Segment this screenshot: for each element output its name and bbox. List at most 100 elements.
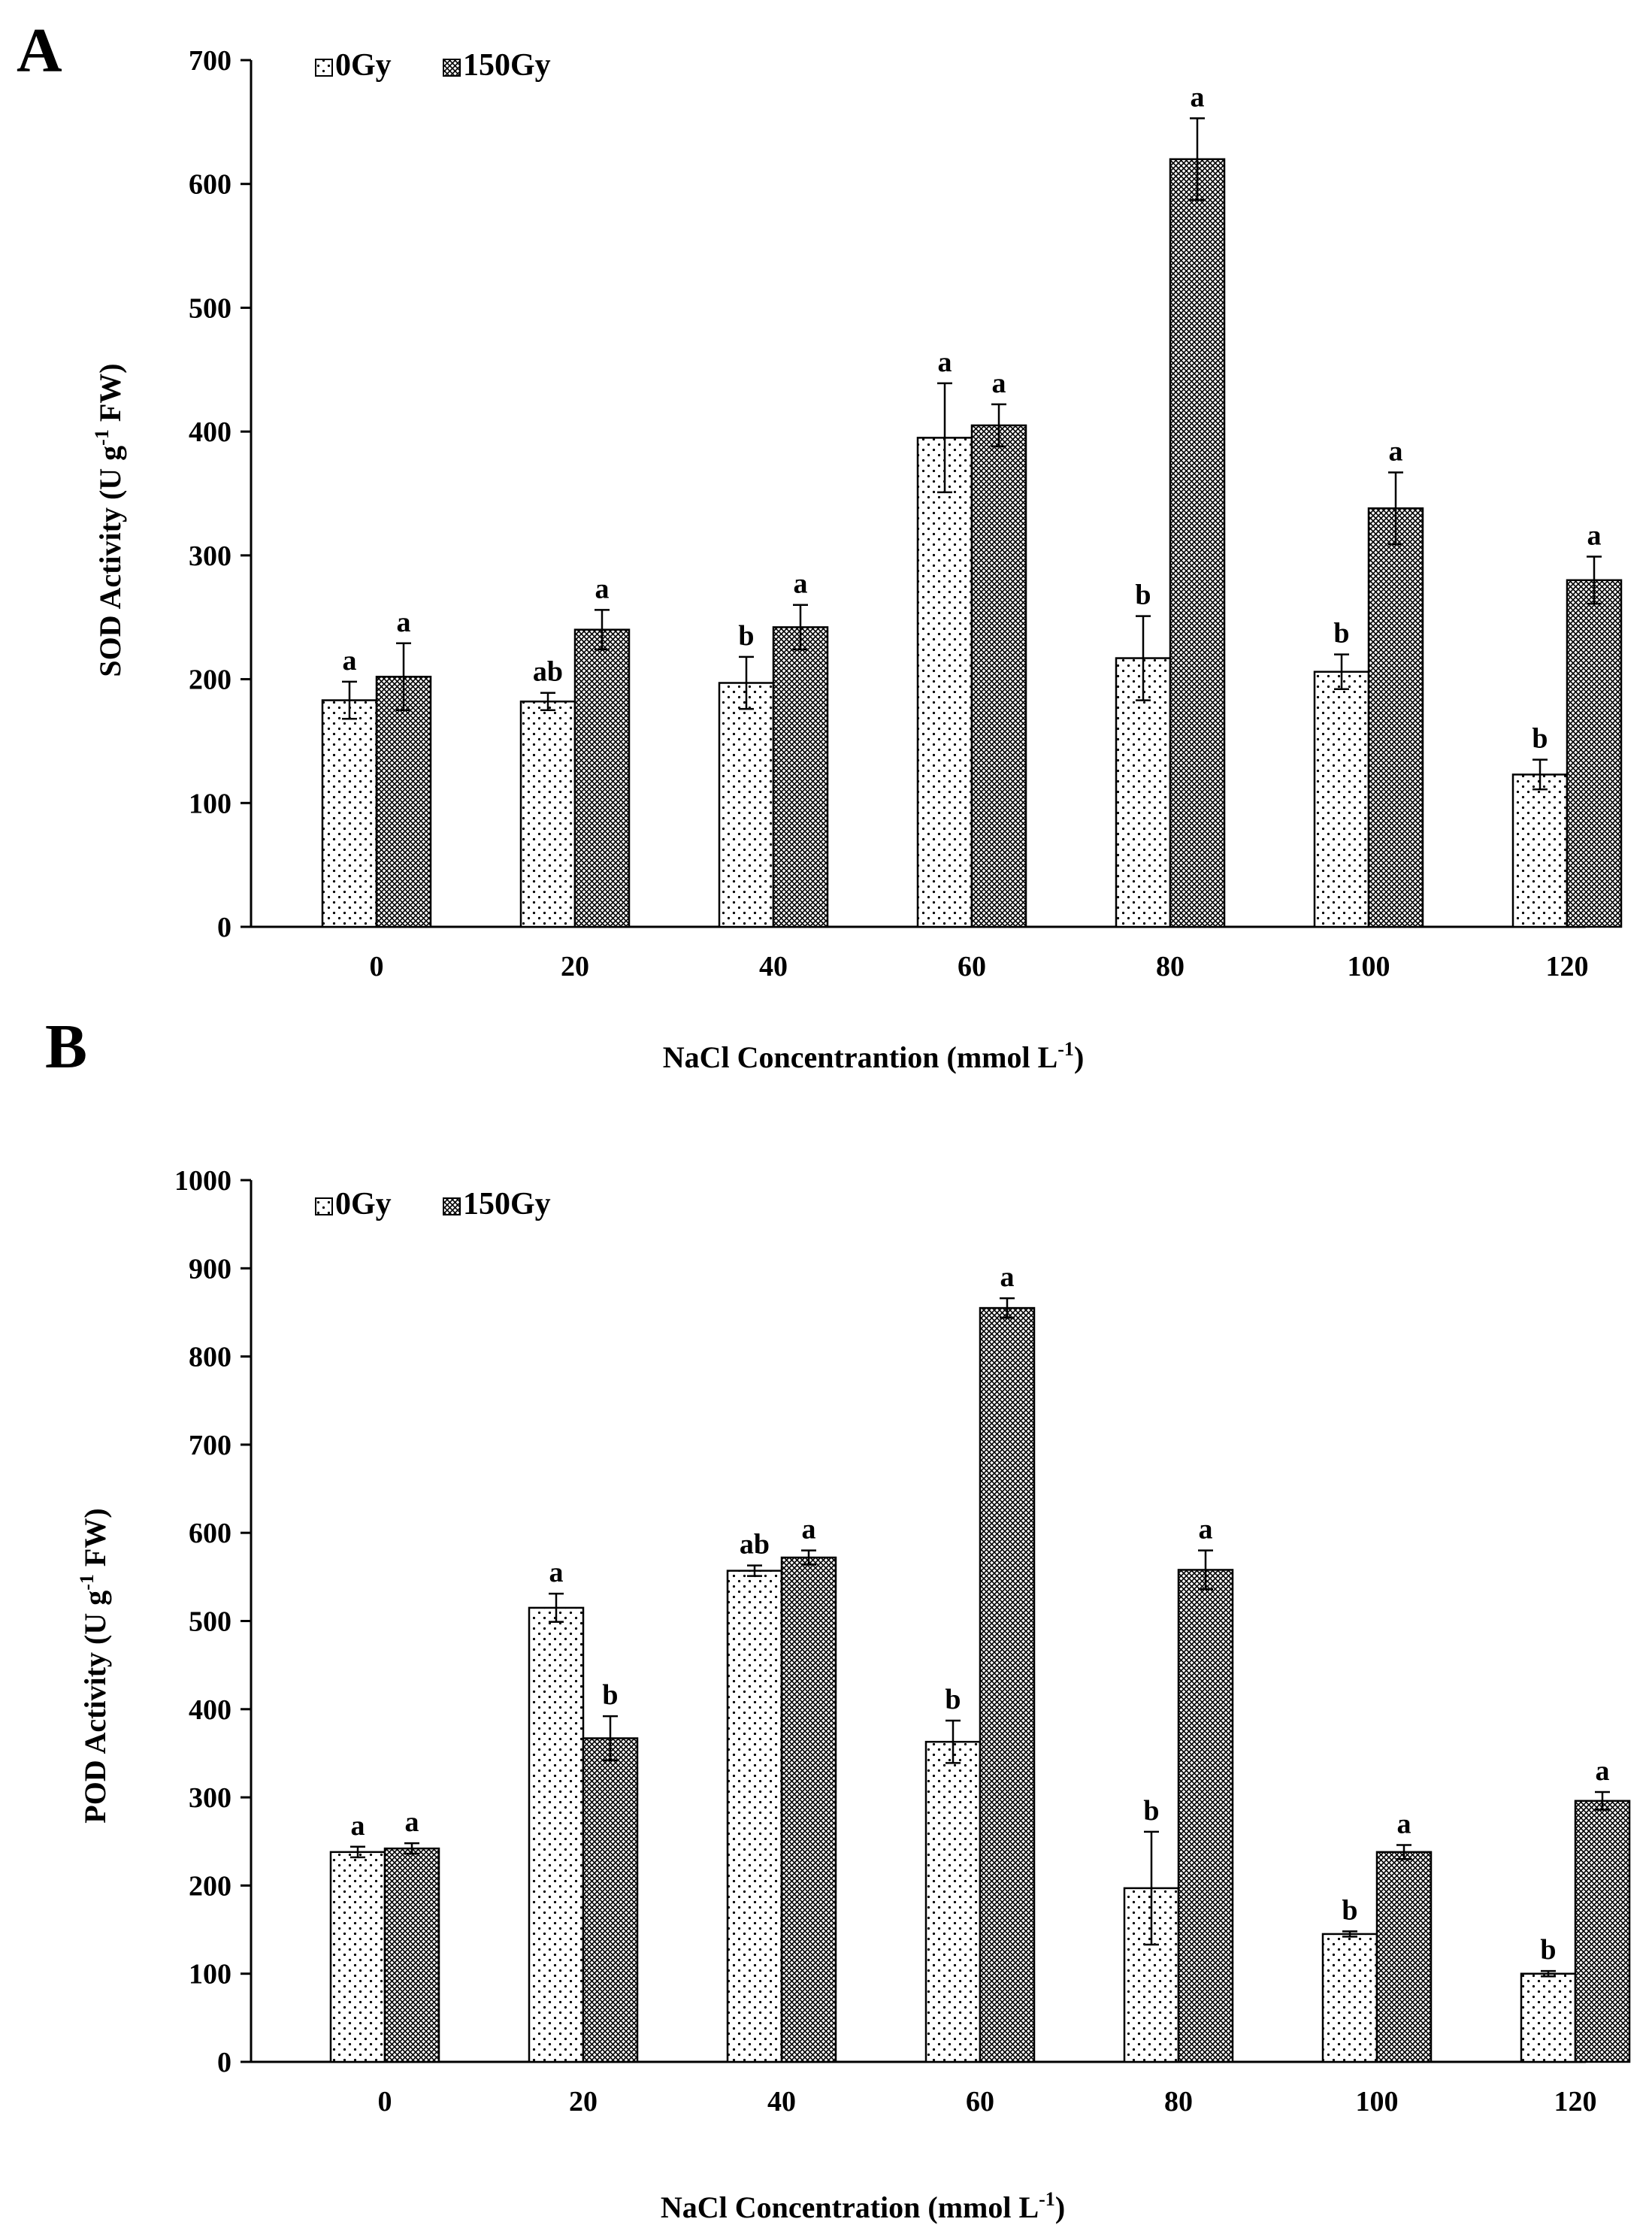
panel-b-bar-0gy-60	[924, 1740, 982, 2063]
panel-a-significance-label: a	[595, 573, 610, 604]
panel-a-y-tick-label: 400	[189, 416, 231, 448]
panel-a-y-tick-label: 700	[189, 45, 231, 77]
panel-b-y-tick-label: 1000	[174, 1165, 231, 1197]
panel-b-y-tick-label: 600	[189, 1518, 231, 1549]
panel-a-bar-150gy-0	[375, 676, 432, 928]
panel-a-significance-label: b	[1333, 618, 1349, 649]
panel-b-bar-0gy-100	[1321, 1933, 1378, 2063]
panel-letter-a: A	[17, 16, 62, 86]
panel-a-y-tick-label: 600	[189, 169, 231, 201]
panel-b-significance-label: b	[945, 1684, 961, 1715]
panel-a-y-tick-label: 0	[217, 912, 231, 943]
panel-b-significance-label: a	[549, 1557, 564, 1588]
panel-a-y-tick-label: 200	[189, 664, 231, 696]
panel-a-y-axis-title: SOD Activity (U g-1 FW)	[91, 363, 127, 677]
panel-b-significance-label: a	[1596, 1755, 1610, 1787]
panel-b-bar-150gy-120	[1574, 1800, 1631, 2063]
panel-a-bar-0gy-0	[321, 699, 378, 928]
panel-a-bar-150gy-40	[772, 626, 829, 928]
panel-a-x-tick-label: 80	[1156, 951, 1185, 982]
panel-b-bar-0gy-120	[1520, 1972, 1577, 2063]
panel-b-significance-label: b	[1342, 1894, 1357, 1926]
panel-b-legend-label: 150Gy	[463, 1187, 551, 1221]
panel-a-bar-0gy-120	[1511, 773, 1569, 928]
panel-a-x-tick-label: 60	[958, 951, 986, 982]
panel-b-x-tick-label: 0	[378, 2086, 392, 2117]
panel-b-significance-label: b	[602, 1679, 618, 1711]
panel-a-legend-label: 150Gy	[463, 48, 551, 83]
panel-b-significance-label: a	[351, 1810, 365, 1842]
panel-a-significance-label: ab	[533, 656, 563, 688]
panel-a-significance-label: a	[1389, 435, 1403, 467]
panel-b-bar-0gy-40	[726, 1570, 783, 2063]
panel-a-significance-label: a	[992, 368, 1006, 399]
panel-b-bar-150gy-40	[780, 1556, 837, 2063]
panel-b-y-axis-title: POD Activity (U g-1 FW)	[76, 1508, 112, 1823]
panel-b-significance-label: b	[1540, 1934, 1556, 1966]
panel-b-y-tick-label: 700	[189, 1430, 231, 1461]
panel-a-x-tick-label: 100	[1348, 951, 1390, 982]
panel-a-x-tick-label: 40	[759, 951, 788, 982]
panel-a-bar-0gy-100	[1313, 671, 1370, 928]
panel-a-bar-150gy-120	[1566, 579, 1623, 928]
panel-a-significance-label: b	[1532, 723, 1548, 755]
panel-b-significance-label: b	[1143, 1795, 1159, 1827]
panel-a-bar-0gy-60	[916, 437, 973, 928]
panel-b-significance-label: ab	[740, 1529, 770, 1560]
panel-a-sod-chart: A 0100200300400500600700aa0aba20ba40aa60…	[17, 16, 1623, 1074]
panel-a-significance-label: a	[1587, 520, 1602, 552]
panel-b-x-tick-label: 20	[569, 2086, 598, 2117]
panel-b-y-tick-label: 800	[189, 1342, 231, 1373]
panel-a-significance-label: a	[794, 568, 808, 600]
panel-a-y-tick-label: 500	[189, 292, 231, 324]
panel-b-y-tick-label: 0	[217, 2047, 231, 2078]
panel-b-bar-0gy-0	[329, 1851, 386, 2063]
panel-a-bar-150gy-20	[573, 628, 631, 928]
panel-a-bar-0gy-20	[519, 700, 576, 928]
panel-a-bar-150gy-60	[970, 424, 1027, 928]
panel-a-significance-label: a	[938, 347, 952, 378]
panel-a-legend-swatch	[315, 59, 333, 77]
panel-b-y-tick-label: 200	[189, 1870, 231, 1902]
panel-b-y-tick-label: 400	[189, 1694, 231, 1726]
panel-b-x-tick-label: 40	[767, 2086, 796, 2117]
panel-b-bar-150gy-20	[582, 1737, 639, 2063]
panel-a-significance-label: a	[343, 645, 357, 677]
panel-a-significance-label: b	[1135, 580, 1151, 611]
panel-b-y-tick-label: 900	[189, 1253, 231, 1285]
panel-b-x-tick-label: 80	[1164, 2086, 1193, 2117]
panel-a-bar-150gy-80	[1169, 158, 1226, 928]
panel-a-x-axis-title: NaCl Concentrantion (mmol L-1)	[663, 1038, 1085, 1074]
panel-a-y-tick-label: 300	[189, 540, 231, 572]
panel-b-bar-150gy-80	[1177, 1569, 1234, 2063]
panel-a-legend-swatch	[443, 59, 461, 77]
panel-b-legend-swatch	[443, 1197, 461, 1215]
panel-b-significance-label: a	[1199, 1514, 1213, 1545]
panel-a-x-tick-label: 120	[1546, 951, 1589, 982]
panel-b-legend-label: 0Gy	[335, 1187, 392, 1221]
panel-b-x-axis-title: NaCl Concentration (mmol L-1)	[661, 2188, 1065, 2224]
panel-a-legend-label: 0Gy	[335, 48, 392, 83]
panel-b-significance-label: a	[405, 1806, 419, 1838]
panel-letter-b: B	[45, 1012, 87, 1082]
panel-a-y-tick-label: 100	[189, 788, 231, 819]
panel-a-bar-0gy-40	[718, 682, 775, 928]
panel-b-legend-swatch	[315, 1197, 333, 1215]
panel-b-y-tick-label: 500	[189, 1606, 231, 1638]
panel-a-plot: 0100200300400500600700aa0aba20ba40aa60ba…	[189, 45, 1623, 982]
panel-b-x-tick-label: 100	[1356, 2086, 1399, 2117]
panel-b-x-tick-label: 120	[1554, 2086, 1597, 2117]
panel-a-bar-150gy-100	[1367, 507, 1424, 928]
panel-a-significance-label: a	[1191, 81, 1205, 113]
panel-b-significance-label: a	[802, 1514, 816, 1545]
panel-b-significance-label: a	[1000, 1261, 1015, 1293]
panel-b-bar-0gy-20	[528, 1606, 585, 2063]
panel-b-significance-label: a	[1397, 1808, 1411, 1839]
panel-a-x-tick-label: 20	[561, 951, 589, 982]
panel-a-x-tick-label: 0	[370, 951, 384, 982]
panel-b-bar-150gy-100	[1375, 1851, 1433, 2063]
panel-b-bar-150gy-60	[979, 1306, 1036, 2063]
